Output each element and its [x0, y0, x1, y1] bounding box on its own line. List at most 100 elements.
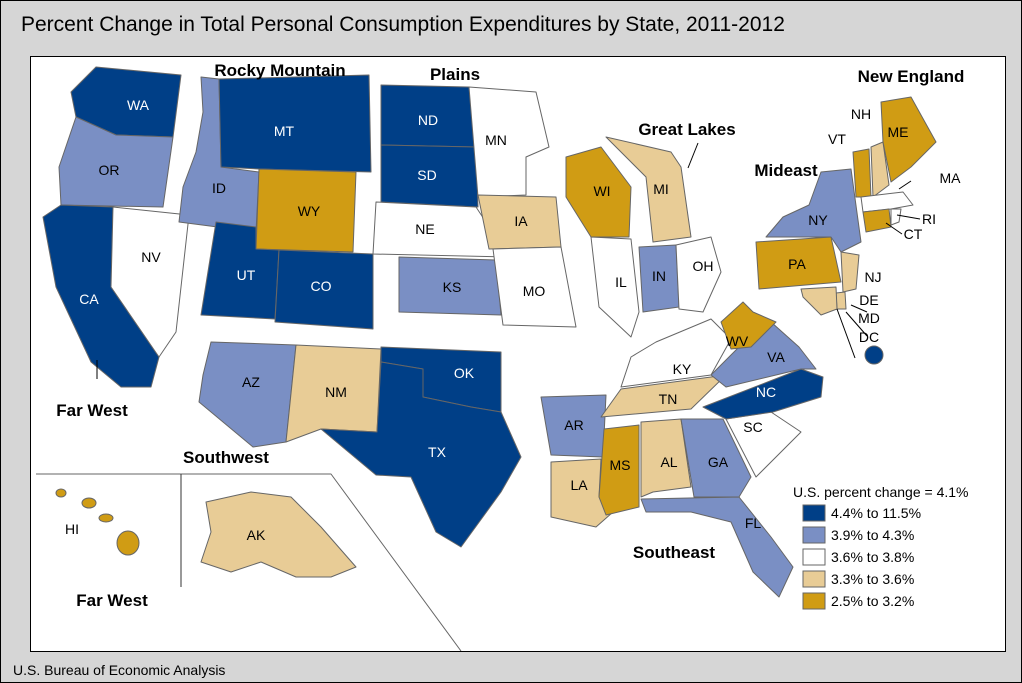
state-HI: [55, 488, 140, 556]
label-OR: OR: [99, 162, 120, 178]
region-mideast: Mideast: [754, 161, 818, 180]
state-TN: [600, 374, 727, 418]
state-AL: [640, 418, 692, 498]
state-DC: [864, 345, 884, 365]
label-MI: MI: [653, 181, 669, 197]
map-title: Percent Change in Total Personal Consump…: [21, 13, 785, 36]
label-SC: SC: [743, 419, 762, 435]
state-OR: [58, 116, 174, 208]
state-MS: [598, 424, 640, 516]
region-new-england: New England: [858, 67, 965, 86]
state-MI: [605, 136, 692, 243]
source-note: U.S. Bureau of Economic Analysis: [13, 662, 226, 678]
label-PA: PA: [788, 256, 806, 272]
label-CT: CT: [904, 226, 923, 242]
state-IL: [590, 236, 640, 338]
label-RI: RI: [922, 211, 936, 227]
label-WY: WY: [298, 203, 321, 219]
region-labels: Rocky Mountain Plains Great Lakes New En…: [56, 61, 964, 610]
us-map: WA OR CA NV ID MT WY UT CO AZ NM ND SD N…: [36, 61, 969, 652]
label-VT: VT: [828, 131, 846, 147]
state-NY: [765, 168, 862, 253]
inset-frame: [36, 473, 462, 652]
label-VA: VA: [767, 349, 785, 365]
label-NC: NC: [756, 384, 776, 400]
state-CO: [274, 249, 374, 330]
region-southeast: Southeast: [633, 543, 716, 562]
region-plains: Plains: [430, 65, 480, 84]
legend-label-3: 3.3% to 3.6%: [831, 571, 914, 587]
legend-item-3: 3.3% to 3.6%: [802, 570, 914, 588]
state-WI: [565, 146, 632, 238]
label-FL: FL: [745, 515, 762, 531]
state-SD: [380, 144, 479, 208]
label-NH: NH: [851, 106, 871, 122]
legend-item-0: 4.4% to 11.5%: [802, 504, 921, 522]
label-ME: ME: [888, 124, 909, 140]
state-NV: [110, 206, 190, 358]
state-AZ: [198, 341, 297, 448]
legend-swatch-0: [802, 504, 826, 522]
label-CA: CA: [79, 291, 99, 307]
state-NH: [870, 141, 890, 198]
label-IN: IN: [652, 268, 666, 284]
label-MN: MN: [485, 132, 507, 148]
state-WY: [255, 168, 357, 253]
label-MT: MT: [274, 123, 295, 139]
state-MD: [800, 286, 838, 316]
legend-label-2: 3.6% to 3.8%: [831, 549, 914, 565]
label-LA: LA: [570, 477, 588, 493]
legend-swatch-1: [802, 526, 826, 544]
label-SD: SD: [417, 167, 436, 183]
label-HI: HI: [65, 521, 79, 537]
state-ME: [880, 96, 937, 183]
legend-label-4: 2.5% to 3.2%: [831, 593, 914, 609]
legend-heading: U.S. percent change = 4.1%: [793, 484, 969, 500]
leader-lines: [96, 142, 921, 379]
label-DC: DC: [859, 329, 879, 345]
label-AZ: AZ: [242, 374, 260, 390]
label-KS: KS: [443, 279, 462, 295]
region-far-west: Far West: [56, 401, 128, 420]
legend: U.S. percent change = 4.1% 4.4% to 11.5%…: [793, 484, 969, 610]
state-OH: [675, 236, 722, 313]
state-CT: [862, 208, 892, 233]
state-MT: [218, 74, 372, 173]
label-ND: ND: [418, 112, 438, 128]
label-DE: DE: [859, 292, 878, 308]
label-TX: TX: [428, 444, 447, 460]
label-NY: NY: [808, 212, 828, 228]
label-AL: AL: [660, 454, 677, 470]
state-WV: [720, 301, 777, 350]
label-NM: NM: [325, 384, 347, 400]
map-panel: WA OR CA NV ID MT WY UT CO AZ NM ND SD N…: [30, 56, 1006, 652]
label-MA: MA: [940, 170, 962, 186]
label-MD: MD: [858, 310, 880, 326]
state-GA: [680, 418, 752, 498]
legend-item-1: 3.9% to 4.3%: [802, 526, 914, 544]
label-WI: WI: [593, 183, 610, 199]
region-great-lakes: Great Lakes: [638, 120, 735, 139]
label-AR: AR: [564, 417, 583, 433]
label-KY: KY: [673, 361, 692, 377]
label-GA: GA: [708, 454, 729, 470]
label-NE: NE: [415, 221, 434, 237]
label-OH: OH: [693, 258, 714, 274]
state-FL: [640, 496, 794, 598]
legend-swatch-3: [802, 570, 826, 588]
state-MN: [468, 86, 550, 198]
region-southwest: Southwest: [183, 448, 269, 467]
label-OK: OK: [454, 365, 475, 381]
legend-label-0: 4.4% to 11.5%: [831, 505, 921, 521]
state-labels: WA OR CA NV ID MT WY UT CO AZ NM ND SD N…: [65, 97, 961, 543]
legend-swatch-2: [802, 548, 826, 566]
label-CO: CO: [311, 278, 332, 294]
region-far-west-inset: Far West: [76, 591, 148, 610]
label-IL: IL: [615, 274, 627, 290]
state-MO: [492, 246, 577, 328]
label-WA: WA: [127, 97, 150, 113]
label-MO: MO: [523, 283, 546, 299]
state-AK: [200, 491, 357, 578]
label-MS: MS: [610, 457, 631, 473]
